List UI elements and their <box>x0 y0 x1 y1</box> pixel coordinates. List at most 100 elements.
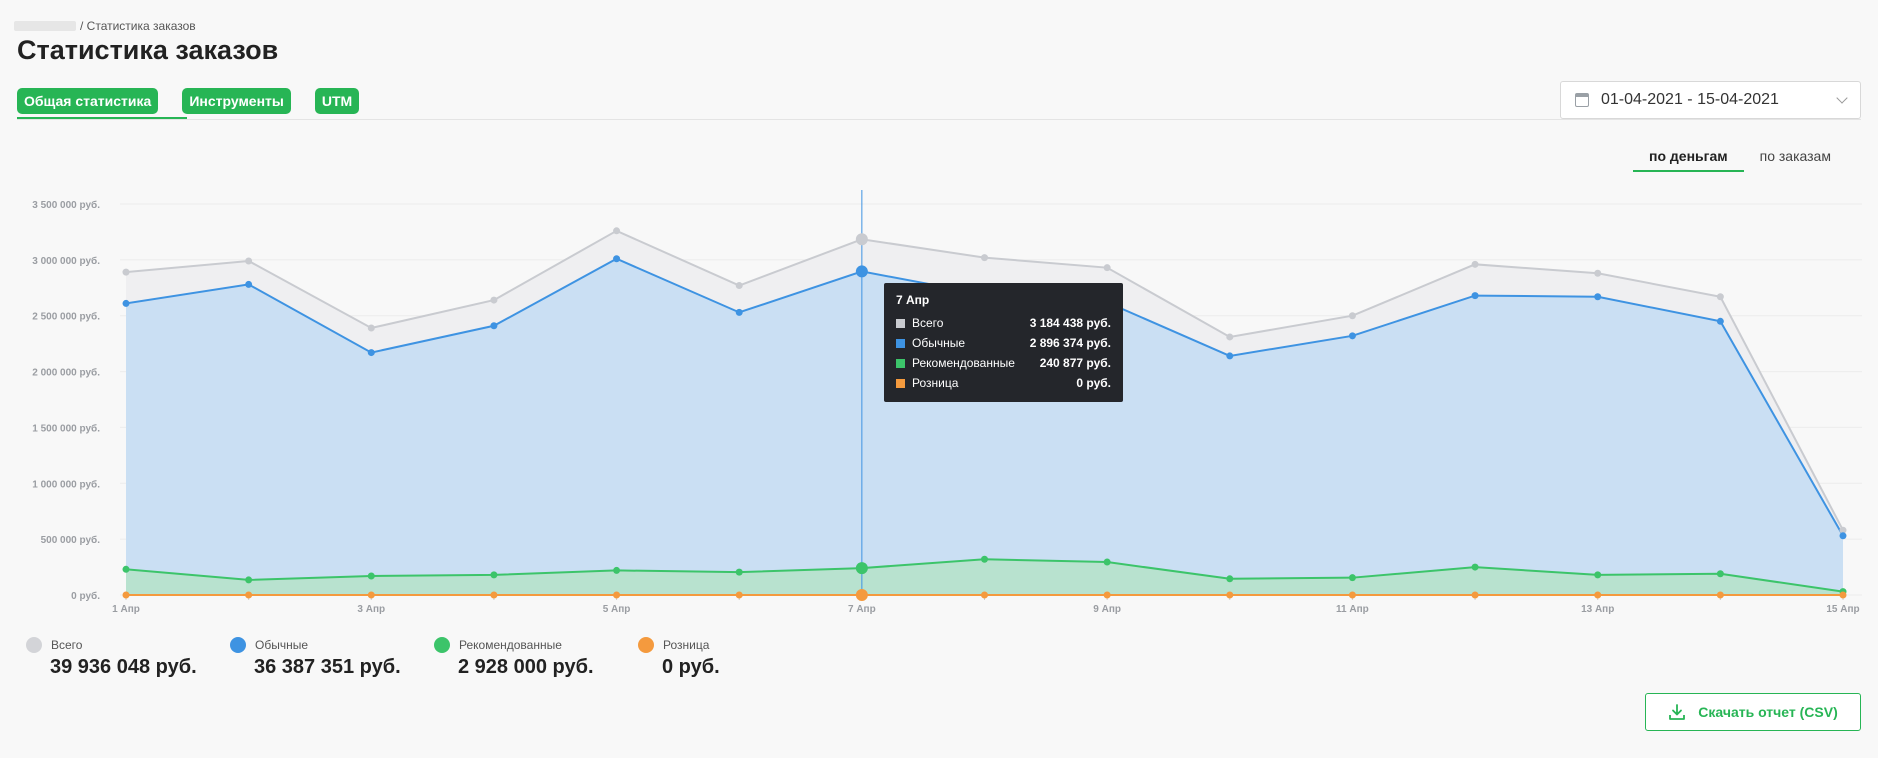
data-point-recommended <box>1594 571 1602 579</box>
tooltip-value: 3 184 438 руб. <box>1029 316 1111 330</box>
tooltip-row-total: Всего 3 184 438 руб. <box>896 313 1111 333</box>
data-point-recommended <box>981 555 988 563</box>
legend-dot-retail <box>638 637 654 653</box>
data-point-regular <box>1594 293 1602 301</box>
orders-area-chart[interactable]: 0 руб. 500 000 руб. 1 000 000 руб. 1 500 00… <box>0 180 1878 620</box>
date-range-picker[interactable]: 01-04-2021 - 15-04-2021 <box>1560 81 1861 119</box>
data-point-recommended <box>855 562 868 575</box>
mode-by-money[interactable]: по деньгам <box>1633 140 1744 172</box>
data-point-recommended <box>1348 574 1356 582</box>
data-point-retail <box>1594 591 1602 599</box>
legend-item-retail[interactable]: Розница 0 руб. <box>638 637 842 679</box>
data-point-regular <box>613 255 621 263</box>
tooltip-value: 2 896 374 руб. <box>1029 336 1111 350</box>
download-csv-button[interactable]: Скачать отчет (CSV) <box>1645 693 1861 731</box>
data-point-recommended <box>735 568 743 576</box>
x-tick-label: 11 Апр <box>1336 604 1369 615</box>
data-point-recommended <box>1716 570 1724 578</box>
data-point-total <box>1594 269 1602 277</box>
legend-item-total[interactable]: Всего 39 936 048 руб. <box>26 637 230 679</box>
data-point-retail <box>245 591 253 599</box>
breadcrumb-root-link[interactable] <box>14 21 76 31</box>
tooltip-name: Розница <box>912 376 959 390</box>
data-point-retail <box>122 591 130 599</box>
x-tick-label: 9 Апр <box>1093 604 1121 615</box>
tooltip-row-retail: Розница 0 руб. <box>896 373 1111 393</box>
tooltip-swatch-total <box>896 318 905 328</box>
x-tick-label: 15 Апр <box>1826 604 1859 615</box>
download-csv-label: Скачать отчет (CSV) <box>1698 704 1838 720</box>
data-point-retail <box>1839 591 1847 599</box>
tabs: Общая статистика Инструменты UTM <box>17 88 383 120</box>
data-point-retail <box>1348 591 1356 599</box>
y-tick-label: 1 000 000 руб. <box>32 478 100 490</box>
data-point-total <box>490 296 498 304</box>
tooltip-swatch-regular <box>896 338 905 348</box>
breadcrumb: / Статистика заказов <box>14 19 196 33</box>
tooltip-value: 0 руб. <box>1076 376 1111 390</box>
legend-total-value: 0 руб. <box>662 656 720 678</box>
tab-general-stats[interactable]: Общая статистика <box>17 88 159 114</box>
y-tick-label: 2 500 000 руб. <box>32 311 100 323</box>
data-point-recommended <box>1226 575 1234 583</box>
data-point-total <box>1348 312 1356 320</box>
legend-item-regular[interactable]: Обычные 36 387 351 руб. <box>230 637 434 679</box>
data-point-retail <box>981 591 988 599</box>
tooltip-value: 240 877 руб. <box>1039 356 1111 370</box>
data-point-retail <box>1471 591 1479 599</box>
active-tab-indicator <box>17 117 187 119</box>
tooltip-swatch-retail <box>896 378 905 388</box>
data-point-regular <box>122 299 130 307</box>
data-point-total <box>613 227 621 235</box>
legend-label: Всего <box>51 638 83 652</box>
y-tick-label: 1 500 000 руб. <box>32 422 100 434</box>
area-regular <box>126 258 1843 595</box>
mode-by-orders[interactable]: по заказам <box>1759 148 1831 164</box>
legend-dot-regular <box>230 637 246 653</box>
data-point-recommended <box>367 572 375 580</box>
data-point-retail <box>1716 591 1724 599</box>
data-point-recommended <box>1471 563 1479 571</box>
area-recommended <box>126 559 1843 595</box>
data-point-total <box>1103 264 1111 272</box>
data-point-regular <box>245 280 253 288</box>
legend-total-value: 39 936 048 руб. <box>50 656 197 678</box>
data-point-total <box>1226 333 1234 341</box>
tooltip-row-regular: Обычные 2 896 374 руб. <box>896 333 1111 353</box>
tooltip-row-recommended: Рекомендованные 240 877 руб. <box>896 353 1111 373</box>
data-point-recommended <box>122 565 130 573</box>
data-point-recommended <box>613 566 621 574</box>
data-point-regular <box>367 349 375 357</box>
data-point-total <box>367 324 375 332</box>
y-tick-label: 3 500 000 руб. <box>32 199 100 211</box>
y-tick-label: 3 000 000 руб. <box>32 255 100 267</box>
chevron-down-icon <box>1836 92 1848 104</box>
page-title: Статистика заказов <box>17 35 279 65</box>
download-icon <box>1669 704 1686 720</box>
legend-dot-total <box>26 637 42 653</box>
date-range-value: 01-04-2021 - 15-04-2021 <box>1601 91 1779 108</box>
legend-label: Рекомендованные <box>459 638 562 652</box>
calendar-icon <box>1575 93 1589 107</box>
legend-label: Розница <box>663 638 710 652</box>
data-point-total <box>981 254 988 262</box>
data-point-retail <box>613 591 621 599</box>
data-point-total <box>855 233 868 246</box>
legend-total-value: 36 387 351 руб. <box>254 656 401 678</box>
x-tick-label: 5 Апр <box>603 604 631 615</box>
data-point-recommended <box>490 571 498 579</box>
data-point-recommended <box>245 576 253 584</box>
tab-tools[interactable]: Инструменты <box>182 88 291 114</box>
y-tick-label: 2 000 000 руб. <box>32 367 100 379</box>
tooltip-date: 7 Апр <box>896 293 930 307</box>
data-point-regular <box>1226 352 1234 360</box>
chart-tooltip: 7 Апр Всего 3 184 438 руб. Обычные 2 896… <box>884 283 1123 402</box>
legend-dot-recommended <box>434 637 450 653</box>
tooltip-name: Рекомендованные <box>912 356 1015 370</box>
data-point-total <box>1839 526 1847 534</box>
legend-item-recommended[interactable]: Рекомендованные 2 928 000 руб. <box>434 637 638 679</box>
legend-total-value: 2 928 000 руб. <box>458 656 594 678</box>
x-tick-label: 7 Апр <box>848 604 876 615</box>
data-point-total <box>245 257 253 265</box>
tab-utm[interactable]: UTM <box>314 88 360 114</box>
